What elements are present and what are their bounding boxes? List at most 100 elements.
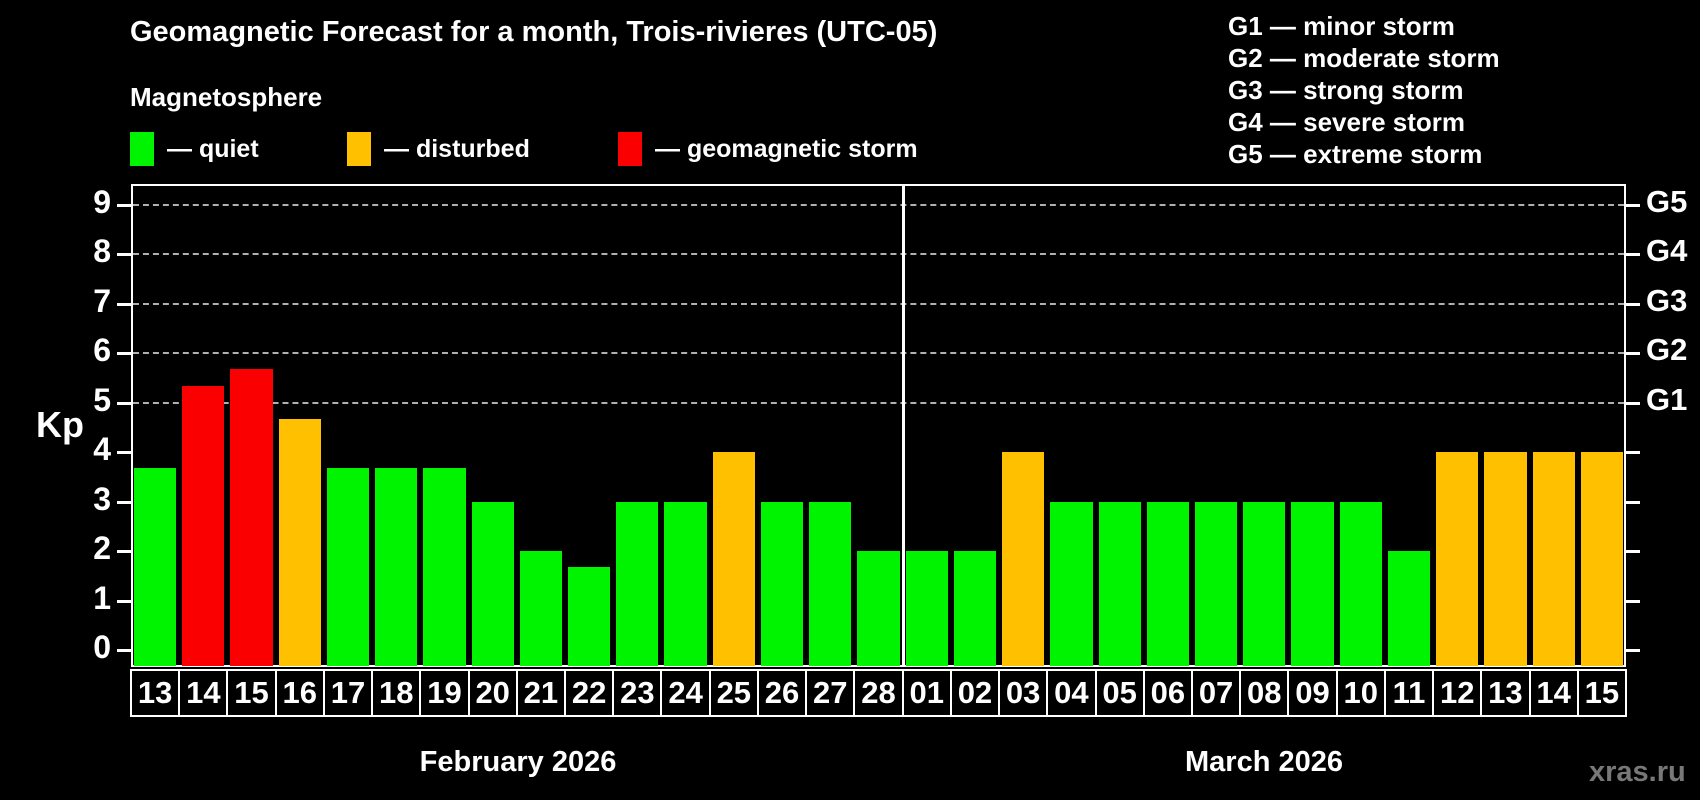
date-box-07: 07 — [1190, 669, 1242, 717]
y-tick-label-1: 1 — [93, 579, 111, 616]
date-box-01: 01 — [901, 669, 952, 717]
y-axis-tick-left-9 — [117, 203, 131, 207]
legend-item-disturbed: — disturbed — [347, 130, 530, 168]
y-axis-tick-right-2 — [1626, 550, 1640, 553]
kp-bar-day-12 — [1436, 452, 1479, 666]
y-axis-tick-left-5 — [117, 401, 131, 405]
date-box-15: 15 — [226, 669, 277, 717]
g-scale-label-G5: G5 — [1646, 183, 1688, 219]
legend-item-quiet: — quiet — [130, 130, 259, 168]
date-box-23: 23 — [612, 669, 663, 717]
date-box-20: 20 — [467, 669, 518, 717]
gridline-kp6 — [133, 352, 1624, 354]
date-box-03: 03 — [998, 669, 1049, 717]
kp-bar-day-28 — [857, 551, 900, 666]
kp-bar-day-24 — [664, 501, 707, 666]
date-box-22: 22 — [564, 669, 615, 717]
g4-legend-line: G4 — severe storm — [1228, 107, 1466, 137]
y-axis-tick-left-6 — [117, 352, 131, 355]
gridline-kp9 — [133, 203, 1624, 206]
y-tick-label-0: 0 — [93, 629, 111, 665]
kp-bar-day-22 — [568, 567, 611, 666]
kp-bar-day-14 — [182, 386, 225, 666]
y-axis-tick-left-8 — [117, 253, 131, 256]
g1-legend-line: G1 — minor storm — [1228, 11, 1455, 41]
y-tick-label-8: 8 — [93, 233, 111, 269]
date-box-02: 02 — [949, 669, 1001, 717]
kp-bar-day-17 — [326, 468, 370, 666]
kp-bar-day-27 — [809, 501, 852, 666]
y-axis-tick-right-1 — [1626, 599, 1640, 603]
kp-bar-day-10 — [1339, 501, 1382, 666]
date-box-18: 18 — [371, 669, 422, 717]
y-tick-label-5: 5 — [93, 381, 111, 418]
y-axis-tick-left-7 — [117, 302, 131, 306]
page-title: Geomagnetic Forecast for a month, Trois-… — [130, 16, 938, 48]
y-axis-title: Kp — [36, 404, 84, 445]
date-box-08: 08 — [1239, 669, 1290, 717]
kp-bar-day-13 — [1484, 452, 1527, 666]
kp-bar-day-01 — [905, 551, 948, 666]
kp-bar-day-09 — [1291, 501, 1334, 666]
kp-bar-day-02 — [953, 551, 997, 666]
date-box-27: 27 — [805, 669, 856, 717]
legend-item-storm: — geomagnetic storm — [618, 130, 918, 168]
kp-bar-day-13 — [134, 468, 177, 666]
y-axis-tick-right-3 — [1626, 500, 1640, 504]
g-scale-legend: G1 — minor storm G2 — moderate storm G3 … — [1228, 10, 1500, 170]
y-axis-tick-right-7 — [1626, 302, 1640, 306]
kp-bar-day-04 — [1050, 501, 1093, 666]
month-divider-line — [901, 184, 905, 667]
legend-label-disturbed: — disturbed — [384, 134, 530, 163]
g2-legend-line: G2 — moderate storm — [1228, 43, 1500, 73]
kp-bar-day-03 — [1002, 452, 1045, 666]
gridline-kp8 — [133, 253, 1624, 255]
y-axis-tick-right-0 — [1626, 649, 1640, 652]
legend-label-quiet: — quiet — [167, 134, 259, 163]
subtitle-magnetosphere: Magnetosphere — [130, 82, 323, 112]
watermark-xras: xras.ru — [1589, 756, 1686, 788]
month-label-march: March 2026 — [1185, 746, 1343, 778]
y-axis-tick-left-1 — [117, 599, 131, 603]
kp-bar-day-20 — [471, 501, 514, 666]
y-axis-tick-right-4 — [1626, 451, 1640, 454]
date-box-06: 06 — [1142, 669, 1193, 717]
date-box-21: 21 — [515, 669, 567, 717]
g-scale-label-G1: G1 — [1646, 381, 1688, 417]
date-box-14: 14 — [178, 669, 229, 717]
kp-bar-day-15 — [230, 369, 273, 666]
legend-label-storm: — geomagnetic storm — [655, 134, 918, 163]
y-tick-label-4: 4 — [93, 431, 111, 467]
kp-bar-day-15 — [1580, 452, 1623, 666]
kp-bar-day-26 — [760, 501, 804, 666]
date-box-24: 24 — [660, 669, 711, 717]
y-axis-tick-left-3 — [117, 500, 131, 504]
kp-bar-day-06 — [1146, 501, 1189, 666]
date-box-13: 13 — [1480, 669, 1531, 717]
g-scale-label-G3: G3 — [1646, 282, 1688, 318]
kp-bar-day-08 — [1243, 501, 1286, 666]
quiet-color-swatch — [130, 132, 154, 166]
kp-bar-day-07 — [1194, 501, 1238, 666]
y-tick-label-3: 3 — [93, 480, 111, 517]
date-box-11: 11 — [1383, 669, 1435, 717]
y-axis-tick-right-5 — [1626, 401, 1640, 405]
y-tick-label-2: 2 — [93, 530, 111, 566]
date-box-19: 19 — [419, 669, 470, 717]
date-box-16: 16 — [274, 669, 325, 717]
y-axis-tick-right-8 — [1626, 253, 1640, 256]
g3-legend-line: G3 — strong storm — [1228, 75, 1464, 105]
storm-color-swatch — [618, 132, 642, 166]
kp-bar-day-19 — [423, 468, 466, 666]
date-box-14: 14 — [1528, 669, 1579, 717]
kp-bar-day-25 — [712, 452, 755, 666]
plot-frame — [131, 184, 1626, 667]
date-box-04: 04 — [1046, 669, 1097, 717]
kp-bar-day-11 — [1387, 551, 1431, 666]
kp-bar-day-14 — [1532, 452, 1575, 666]
date-box-26: 26 — [756, 669, 808, 717]
date-box-13: 13 — [130, 669, 181, 717]
y-axis-tick-left-0 — [117, 649, 131, 652]
y-tick-label-9: 9 — [93, 183, 111, 220]
